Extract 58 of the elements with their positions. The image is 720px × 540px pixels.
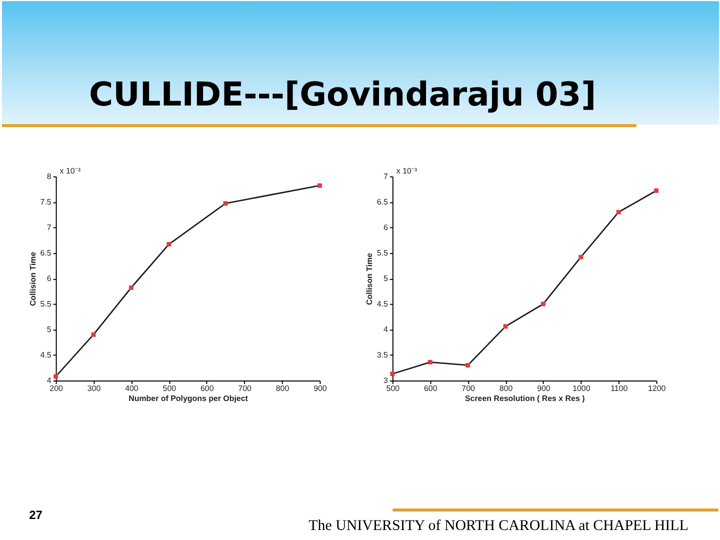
x-axis-title: Screen Resolution ( Res x Res ) xyxy=(464,394,586,403)
y-tick-label: 3 xyxy=(383,376,388,386)
y-tick-label: 8 xyxy=(46,172,52,181)
x-tick-label: 700 xyxy=(238,384,252,393)
point xyxy=(166,242,172,246)
point xyxy=(317,183,322,188)
point xyxy=(91,332,96,337)
x-tick-label: 400 xyxy=(125,384,139,393)
text: x 10⁻³ xyxy=(396,166,418,176)
x-tick-label: 1000 xyxy=(572,384,591,393)
x-tick-label: 900 xyxy=(314,384,328,393)
y-axis-title: Collision Time xyxy=(28,251,38,306)
y-tick-label: 6 xyxy=(383,222,388,232)
point xyxy=(390,372,395,376)
point xyxy=(540,302,546,306)
x-tick-label: 900 xyxy=(537,384,551,393)
x-tick-label: 600 xyxy=(424,384,438,393)
point xyxy=(616,210,621,214)
y-tick-label: 7 xyxy=(46,222,52,232)
x-tick-label: 200 xyxy=(50,384,64,393)
point xyxy=(428,360,432,364)
x-tick-label: 700 xyxy=(462,384,476,393)
x-tick-label: 600 xyxy=(200,384,214,393)
text: The UNIVERSITY of NORTH CAROLINA at CHAPEL HILL xyxy=(308,518,688,534)
y-tick-label: 4 xyxy=(383,324,388,334)
x-axis-title: Number of Polygons per Object xyxy=(128,394,248,403)
point xyxy=(128,285,134,290)
x-tick-label: 800 xyxy=(499,384,514,393)
x-tick-label: 1100 xyxy=(610,384,628,393)
y-tick-label: 6.5 xyxy=(376,197,389,206)
line-series xyxy=(55,184,320,378)
y-tick-label: 6 xyxy=(46,274,52,283)
y-tick-label: 3.5 xyxy=(376,350,389,360)
point xyxy=(503,324,508,329)
x-tick-label: 1200 xyxy=(648,384,666,393)
x-tick-label: 300 xyxy=(87,384,102,393)
chart-title: CULLIDE---[Govindaraju 03] xyxy=(89,74,596,114)
y-tick-label: 4 xyxy=(46,376,52,386)
x-tick-label: 500 xyxy=(162,384,177,393)
y-tick-label: 4.5 xyxy=(40,350,52,360)
y-axis-title: Collison Time xyxy=(364,252,374,305)
text: 27 xyxy=(29,508,43,522)
y-tick-label: 7 xyxy=(383,172,388,181)
y-tick-label: 6.5 xyxy=(40,248,52,258)
point xyxy=(223,201,228,206)
y-tick-label: 5.5 xyxy=(376,248,389,258)
y-tick-label: 5 xyxy=(46,324,52,334)
point xyxy=(578,254,584,260)
point xyxy=(466,362,470,368)
y-tick-label: 5 xyxy=(383,274,388,283)
y-tick-label: 4.5 xyxy=(376,299,389,308)
y-tick-label: 5.5 xyxy=(40,299,52,308)
x-tick-label: 500 xyxy=(386,384,400,393)
y-tick-label: 7.5 xyxy=(40,197,52,206)
x-tick-label: 800 xyxy=(276,384,290,393)
point xyxy=(654,188,659,193)
point xyxy=(54,374,58,379)
text: x 10⁻³ xyxy=(60,166,81,176)
